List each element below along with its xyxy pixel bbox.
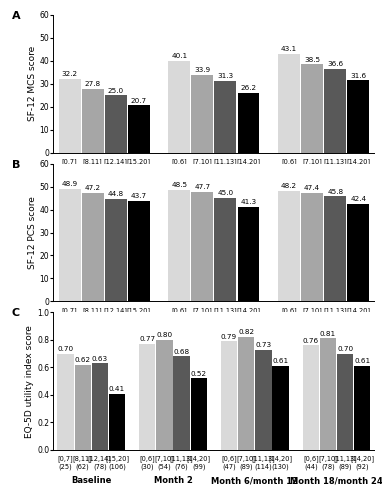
Bar	[82, 193, 104, 302]
Text: 0.73: 0.73	[255, 342, 272, 348]
Text: 31.3: 31.3	[217, 73, 233, 79]
Text: 38.5: 38.5	[304, 56, 320, 62]
Text: [11,13]
(89): [11,13] (89)	[333, 456, 357, 470]
Bar	[215, 81, 236, 152]
Text: 0.70: 0.70	[57, 346, 74, 352]
Text: [0,7]
(153): [0,7] (153)	[61, 307, 78, 321]
Text: 0.77: 0.77	[139, 336, 155, 342]
Text: 47.7: 47.7	[194, 184, 210, 190]
Text: [0,6]
(246): [0,6] (246)	[280, 158, 298, 172]
Bar	[278, 54, 300, 152]
Text: 0.61: 0.61	[272, 358, 289, 364]
Text: Baseline: Baseline	[71, 476, 112, 485]
Bar	[57, 354, 74, 450]
Bar	[215, 198, 236, 302]
Bar	[347, 204, 369, 302]
Text: [8,11]
(62): [8,11] (62)	[73, 456, 92, 470]
Text: [15,20]
(106): [15,20] (106)	[105, 456, 129, 470]
Text: [14,20]
(99): [14,20] (99)	[187, 456, 211, 470]
Text: Baseline: Baseline	[84, 179, 125, 188]
Text: [11,13]
(76): [11,13] (76)	[170, 456, 194, 470]
Bar	[221, 341, 237, 450]
Text: [7,10]
(275): [7,10] (275)	[302, 158, 322, 172]
Text: 0.80: 0.80	[156, 332, 173, 338]
Text: Baseline: Baseline	[84, 328, 125, 336]
Text: 0.63: 0.63	[92, 356, 108, 362]
Y-axis label: SF-12 PCS score: SF-12 PCS score	[28, 196, 37, 269]
Bar	[128, 105, 150, 152]
Bar	[109, 394, 125, 450]
Text: 0.76: 0.76	[303, 338, 319, 344]
Text: [14,20]
(189): [14,20] (189)	[236, 158, 261, 172]
Text: [15,20]
(185): [15,20] (185)	[127, 158, 151, 172]
Bar	[301, 192, 323, 302]
Text: [0,6]
(163): [0,6] (163)	[170, 307, 188, 321]
Text: [7,10]
(162): [7,10] (162)	[193, 158, 212, 172]
Text: 25.0: 25.0	[108, 88, 124, 94]
Bar	[191, 192, 213, 302]
Text: [12,14]
(78): [12,14] (78)	[88, 456, 112, 470]
Bar	[105, 96, 126, 152]
Text: [15,20]
(185): [15,20] (185)	[127, 307, 151, 321]
Text: Month 2: Month 2	[154, 476, 193, 485]
Text: Month 6/month 12: Month 6/month 12	[280, 328, 367, 336]
Text: 0.81: 0.81	[320, 331, 336, 337]
Bar	[324, 196, 346, 302]
Y-axis label: EQ-5D utility index score: EQ-5D utility index score	[26, 324, 34, 438]
Bar	[168, 190, 190, 302]
Text: [7,10]
(78): [7,10] (78)	[318, 456, 338, 470]
Text: 0.68: 0.68	[173, 348, 190, 354]
Bar	[128, 201, 150, 302]
Text: 31.6: 31.6	[350, 72, 366, 78]
Text: [0,6]
(246): [0,6] (246)	[280, 307, 298, 321]
Text: [7,10]
(162): [7,10] (162)	[193, 307, 212, 321]
Bar	[92, 364, 108, 450]
Text: [7,10]
(54): [7,10] (54)	[154, 456, 175, 470]
Text: 20.7: 20.7	[131, 98, 147, 103]
Text: C: C	[12, 308, 20, 318]
Text: 42.4: 42.4	[350, 196, 366, 202]
Text: [8,11]
(193): [8,11] (193)	[83, 158, 102, 172]
Text: 48.2: 48.2	[281, 183, 297, 189]
Text: [14,20]
(271): [14,20] (271)	[346, 307, 370, 321]
Text: B: B	[12, 160, 20, 170]
Bar	[191, 75, 213, 152]
Text: 43.1: 43.1	[281, 46, 297, 52]
Bar	[139, 344, 155, 450]
Bar	[354, 366, 371, 450]
Text: 0.82: 0.82	[238, 330, 254, 336]
Text: [11,13]
(257): [11,13] (257)	[323, 158, 347, 172]
Text: 43.7: 43.7	[131, 194, 147, 200]
Bar	[59, 189, 81, 302]
Text: 48.5: 48.5	[171, 182, 188, 188]
Text: [7,10]
(275): [7,10] (275)	[302, 307, 322, 321]
Text: 44.8: 44.8	[108, 191, 124, 197]
Text: [11,13]
(159): [11,13] (159)	[214, 158, 237, 172]
Text: Month 18/month 24: Month 18/month 24	[290, 476, 382, 485]
Bar	[255, 350, 272, 450]
Text: [12,14]
(190): [12,14] (190)	[104, 307, 128, 321]
Bar	[156, 340, 173, 450]
Text: A: A	[12, 11, 20, 21]
Text: [14,20]
(189): [14,20] (189)	[236, 307, 261, 321]
Bar	[191, 378, 207, 450]
Bar	[347, 80, 369, 152]
Bar	[337, 354, 353, 450]
Bar	[74, 364, 91, 450]
Bar	[238, 92, 259, 152]
Text: 0.61: 0.61	[354, 358, 371, 364]
Text: Month 6/month 12: Month 6/month 12	[280, 179, 367, 188]
Text: 47.4: 47.4	[304, 185, 320, 191]
Text: 0.79: 0.79	[221, 334, 237, 340]
Text: Month 2: Month 2	[194, 179, 233, 188]
Bar	[272, 366, 289, 450]
Bar	[168, 60, 190, 152]
Text: [14,20]
(92): [14,20] (92)	[350, 456, 374, 470]
Bar	[238, 206, 259, 302]
Text: Month 6/month 12: Month 6/month 12	[211, 476, 298, 485]
Text: 32.2: 32.2	[62, 71, 78, 77]
Text: 47.2: 47.2	[84, 186, 101, 192]
Bar	[301, 64, 323, 152]
Text: [11,13]
(257): [11,13] (257)	[323, 307, 347, 321]
Y-axis label: SF-12 MCS score: SF-12 MCS score	[28, 46, 37, 122]
